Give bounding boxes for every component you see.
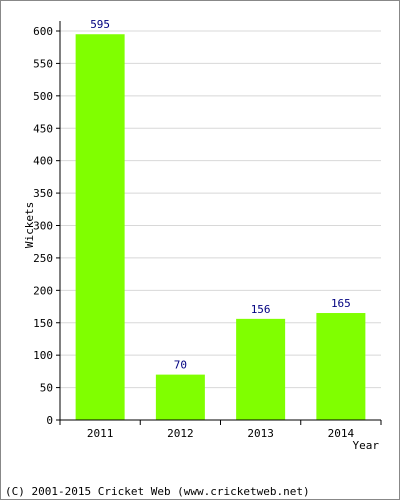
y-tick-label: 300 <box>33 220 53 233</box>
bar <box>316 313 366 420</box>
y-tick-label: 200 <box>33 284 53 297</box>
y-tick-label: 50 <box>40 382 53 395</box>
x-tick-label: 2014 <box>328 427 355 440</box>
x-tick-label: 2011 <box>87 427 114 440</box>
y-tick-label: 0 <box>46 414 53 427</box>
x-tick-label: 2013 <box>247 427 274 440</box>
bar <box>75 34 125 420</box>
y-tick-label: 250 <box>33 252 53 265</box>
y-tick-label: 550 <box>33 57 53 70</box>
y-axis-label: Wickets <box>23 202 36 248</box>
y-tick-label: 150 <box>33 317 53 330</box>
y-tick-label: 350 <box>33 187 53 200</box>
x-tick-label: 2012 <box>167 427 194 440</box>
data-label: 70 <box>174 359 187 372</box>
x-axis-label: Year <box>353 439 380 452</box>
y-tick-label: 450 <box>33 122 53 135</box>
data-label: 595 <box>90 18 110 31</box>
bar <box>155 374 205 420</box>
axes <box>56 21 382 425</box>
bars <box>75 34 366 420</box>
copyright-footer: (C) 2001-2015 Cricket Web (www.cricketwe… <box>5 485 310 498</box>
y-tick-label: 400 <box>33 155 53 168</box>
x-tick-labels: 2011 2012 2013 2014 <box>87 427 355 440</box>
y-tick-label: 500 <box>33 90 53 103</box>
y-tick-labels: 0 50 100 150 200 250 300 350 400 450 500 550 600 <box>33 25 53 427</box>
data-label: 156 <box>251 303 271 316</box>
y-tick-label: 100 <box>33 349 53 362</box>
data-labels: 595 70 156 165 <box>90 18 351 371</box>
y-tick-label: 600 <box>33 25 53 38</box>
data-label: 165 <box>331 297 351 310</box>
bar <box>236 318 286 420</box>
